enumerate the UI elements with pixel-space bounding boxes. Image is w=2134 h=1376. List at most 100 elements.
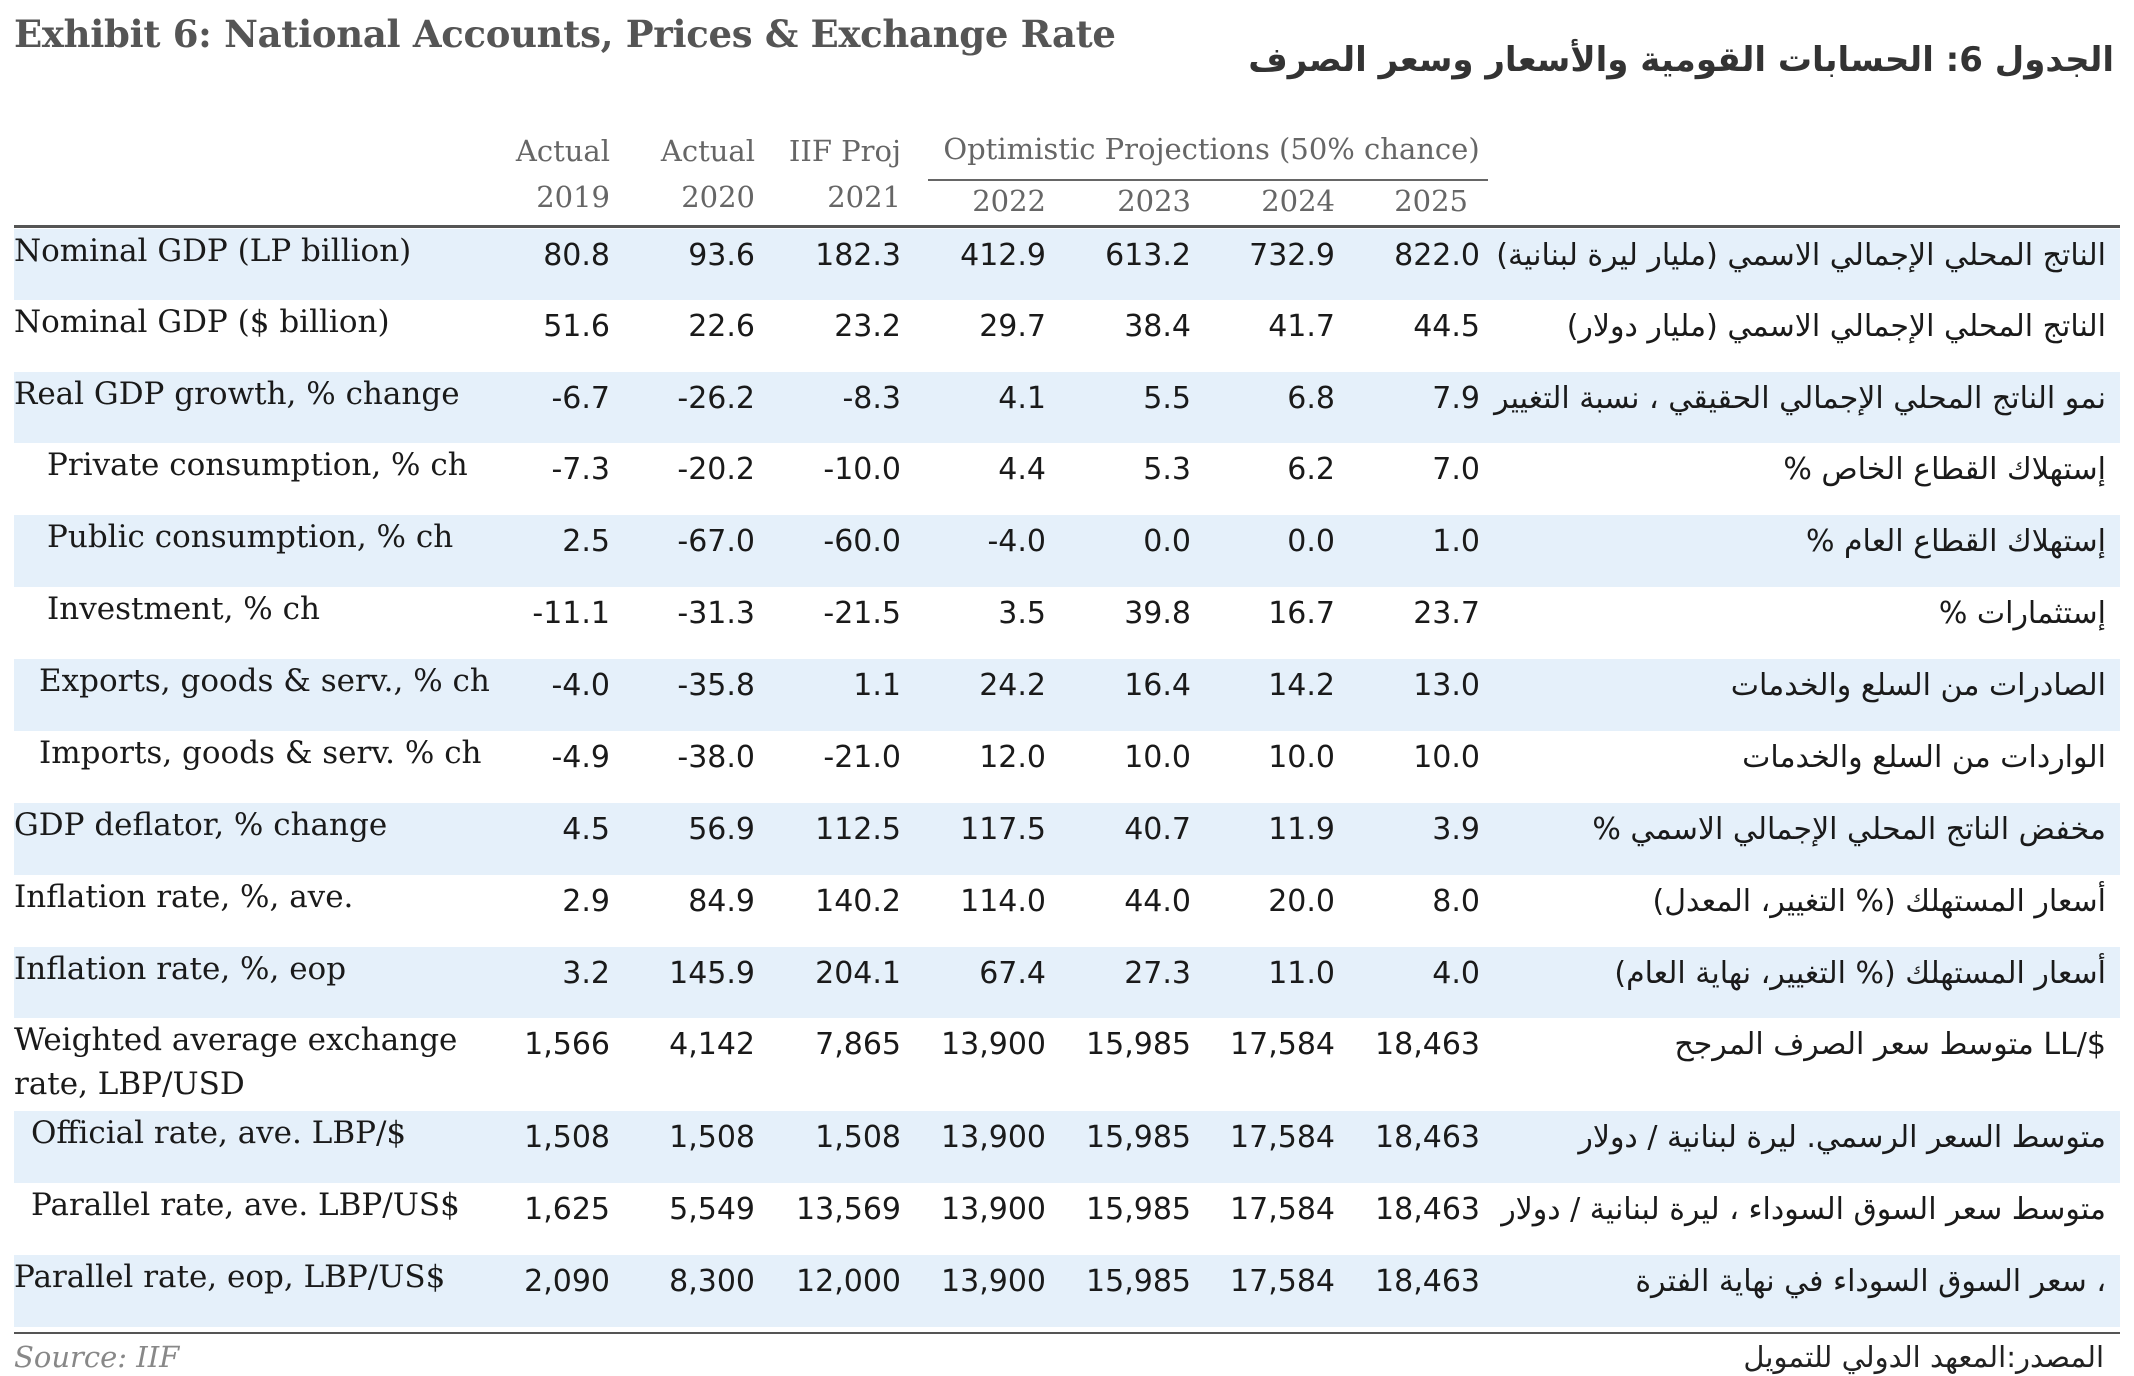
value-cell-2019: -11.1 [532,596,610,631]
col-header-2020-year: 2020 [681,180,755,214]
row-label-ar: الصادرات من السلع والخدمات [1730,668,2106,703]
value-cell-2023: 44.0 [1124,884,1191,919]
value-cell-2025: 4.0 [1432,956,1480,991]
col-header-2019-year: 2019 [536,180,610,214]
value-cell-2021: 13,569 [796,1192,901,1227]
value-cell-2020: 8,300 [669,1264,755,1299]
value-cell-2019: 4.5 [562,812,610,847]
row-label-ar: الواردات من السلع والخدمات [1742,740,2106,775]
col-header-2019-top: Actual [515,134,610,168]
value-cell-2020: -38.0 [677,740,755,775]
row-label: Weighted average exchange rate, LBP/USD [14,1022,458,1102]
value-cell-2020: -26.2 [677,381,755,416]
value-cell-2024: 6.8 [1287,381,1335,416]
value-cell-2022: 24.2 [979,668,1046,703]
col-header-2023-year: 2023 [1117,184,1191,218]
row-label: GDP deflator, % change [14,807,388,843]
row-label: Nominal GDP ($ billion) [14,304,390,340]
row-label-ar: متوسط سعر السوق السوداء ، ليرة لبنانية /… [1501,1192,2106,1227]
value-cell-2023: 39.8 [1124,596,1191,631]
row-label-ar: أسعار المستهلك (% التغيير، المعدل) [1652,884,2107,919]
value-cell-2020: 22.6 [688,309,755,344]
row-label: Imports, goods & serv. % ch [39,735,482,771]
value-cell-2025: 3.9 [1432,812,1480,847]
row-label-ar: ، سعر السوق السوداء في نهاية الفترة [1635,1264,2106,1299]
source-ar: المصدر:المعهد الدولي للتمويل [1743,1340,2104,1374]
value-cell-2023: 613.2 [1105,238,1191,273]
table-row: Nominal GDP ($ billion) 51.6 22.6 23.2 29.7 3… [14,300,2120,372]
value-cell-2025: 8.0 [1432,884,1480,919]
row-label-ar: نمو الناتج المحلي الإجمالي الحقيقي ، نسب… [1494,381,2106,416]
col-header-2024-year: 2024 [1261,184,1335,218]
row-label-ar: الناتج المحلي الإجمالي الاسمي (مليار دول… [1566,309,2106,344]
value-cell-2022: 13,900 [941,1192,1046,1227]
value-cell-2022: 4.1 [998,381,1046,416]
value-cell-2020: -20.2 [677,452,755,487]
value-cell-2019: 80.8 [543,238,610,273]
value-cell-2022: 3.5 [998,596,1046,631]
row-label: Real GDP growth, % change [14,376,460,412]
row-label: Public consumption, % ch [47,519,454,555]
value-cell-2025: 1.0 [1432,524,1480,559]
col-header-2020-top: Actual [660,134,755,168]
row-label-ar: إستثمارات % [1938,596,2106,631]
col-header-2021-top: IIF Proj [788,134,901,168]
value-cell-2020: -31.3 [677,596,755,631]
value-cell-2024: 20.0 [1268,884,1335,919]
value-cell-2019: 1,625 [524,1192,610,1227]
value-cell-2022: 412.9 [960,238,1046,273]
table-row: Real GDP growth, % change -6.7 -26.2 -8.3 4.… [14,372,2120,443]
value-cell-2024: 0.0 [1287,524,1335,559]
value-cell-2025: 18,463 [1375,1264,1480,1299]
table-row: Parallel rate, eop, LBP/US$ 2,090 8,300 12,… [14,1255,2120,1327]
value-cell-2023: 40.7 [1124,812,1191,847]
value-cell-2021: 12,000 [796,1264,901,1299]
value-cell-2022: -4.0 [987,524,1046,559]
value-cell-2024: 17,584 [1230,1120,1335,1155]
value-cell-2022: 12.0 [979,740,1046,775]
row-label: Exports, goods & serv., % ch [39,663,490,699]
value-cell-2025: 7.9 [1432,381,1480,416]
value-cell-2021: 7,865 [815,1027,901,1062]
col-header-2025-year: 2025 [1394,184,1468,218]
row-label: Parallel rate, ave. LBP/US$ [31,1187,460,1223]
value-cell-2023: 15,985 [1086,1120,1191,1155]
col-header-2022-year: 2022 [972,184,1046,218]
value-cell-2023: 10.0 [1124,740,1191,775]
value-cell-2022: 13,900 [941,1264,1046,1299]
table-row: Weighted average exchange rate, LBP/USD 1… [14,1018,2120,1111]
row-label-ar: أسعار المستهلك (% التغيير، نهاية العام) [1614,956,2106,991]
row-label: Official rate, ave. LBP/$ [31,1115,407,1151]
value-cell-2020: 93.6 [688,238,755,273]
value-cell-2022: 4.4 [998,452,1046,487]
table-row: Public consumption, % ch 2.5 -67.0 -60.0 -4.… [14,515,2120,587]
value-cell-2019: 2,090 [524,1264,610,1299]
value-cell-2025: 18,463 [1375,1192,1480,1227]
value-cell-2021: -21.5 [823,596,901,631]
value-cell-2021: 112.5 [815,812,901,847]
table-top-rule [14,225,2120,228]
row-label: Private consumption, % ch [47,447,468,483]
table-row: Private consumption, % ch -7.3 -20.2 -10.0 4… [14,443,2120,515]
value-cell-2023: 15,985 [1086,1027,1191,1062]
value-cell-2023: 5.5 [1143,381,1191,416]
col-header-2021-year: 2021 [827,180,901,214]
value-cell-2020: 4,142 [669,1027,755,1062]
value-cell-2024: 41.7 [1268,309,1335,344]
value-cell-2019: 3.2 [562,956,610,991]
row-label-ar: الناتج المحلي الإجمالي الاسمي (مليار لير… [1496,238,2106,273]
value-cell-2025: 10.0 [1413,740,1480,775]
row-label-ar: إستهلاك القطاع العام % [1805,524,2106,559]
source-en: Source: IIF [14,1340,180,1374]
value-cell-2024: 14.2 [1268,668,1335,703]
value-cell-2021: 1.1 [853,668,901,703]
value-cell-2024: 6.2 [1287,452,1335,487]
table-row: Exports, goods & serv., % ch -4.0 -35.8 1.1… [14,659,2120,731]
table-row: Inflation rate, %, ave. 2.9 84.9 140.2 114.0… [14,875,2120,947]
value-cell-2023: 16.4 [1124,668,1191,703]
row-label: Inflation rate, %, eop [14,951,347,987]
value-cell-2020: 56.9 [688,812,755,847]
value-cell-2024: 17,584 [1230,1192,1335,1227]
value-cell-2019: -4.0 [551,668,610,703]
value-cell-2019: 2.9 [562,884,610,919]
